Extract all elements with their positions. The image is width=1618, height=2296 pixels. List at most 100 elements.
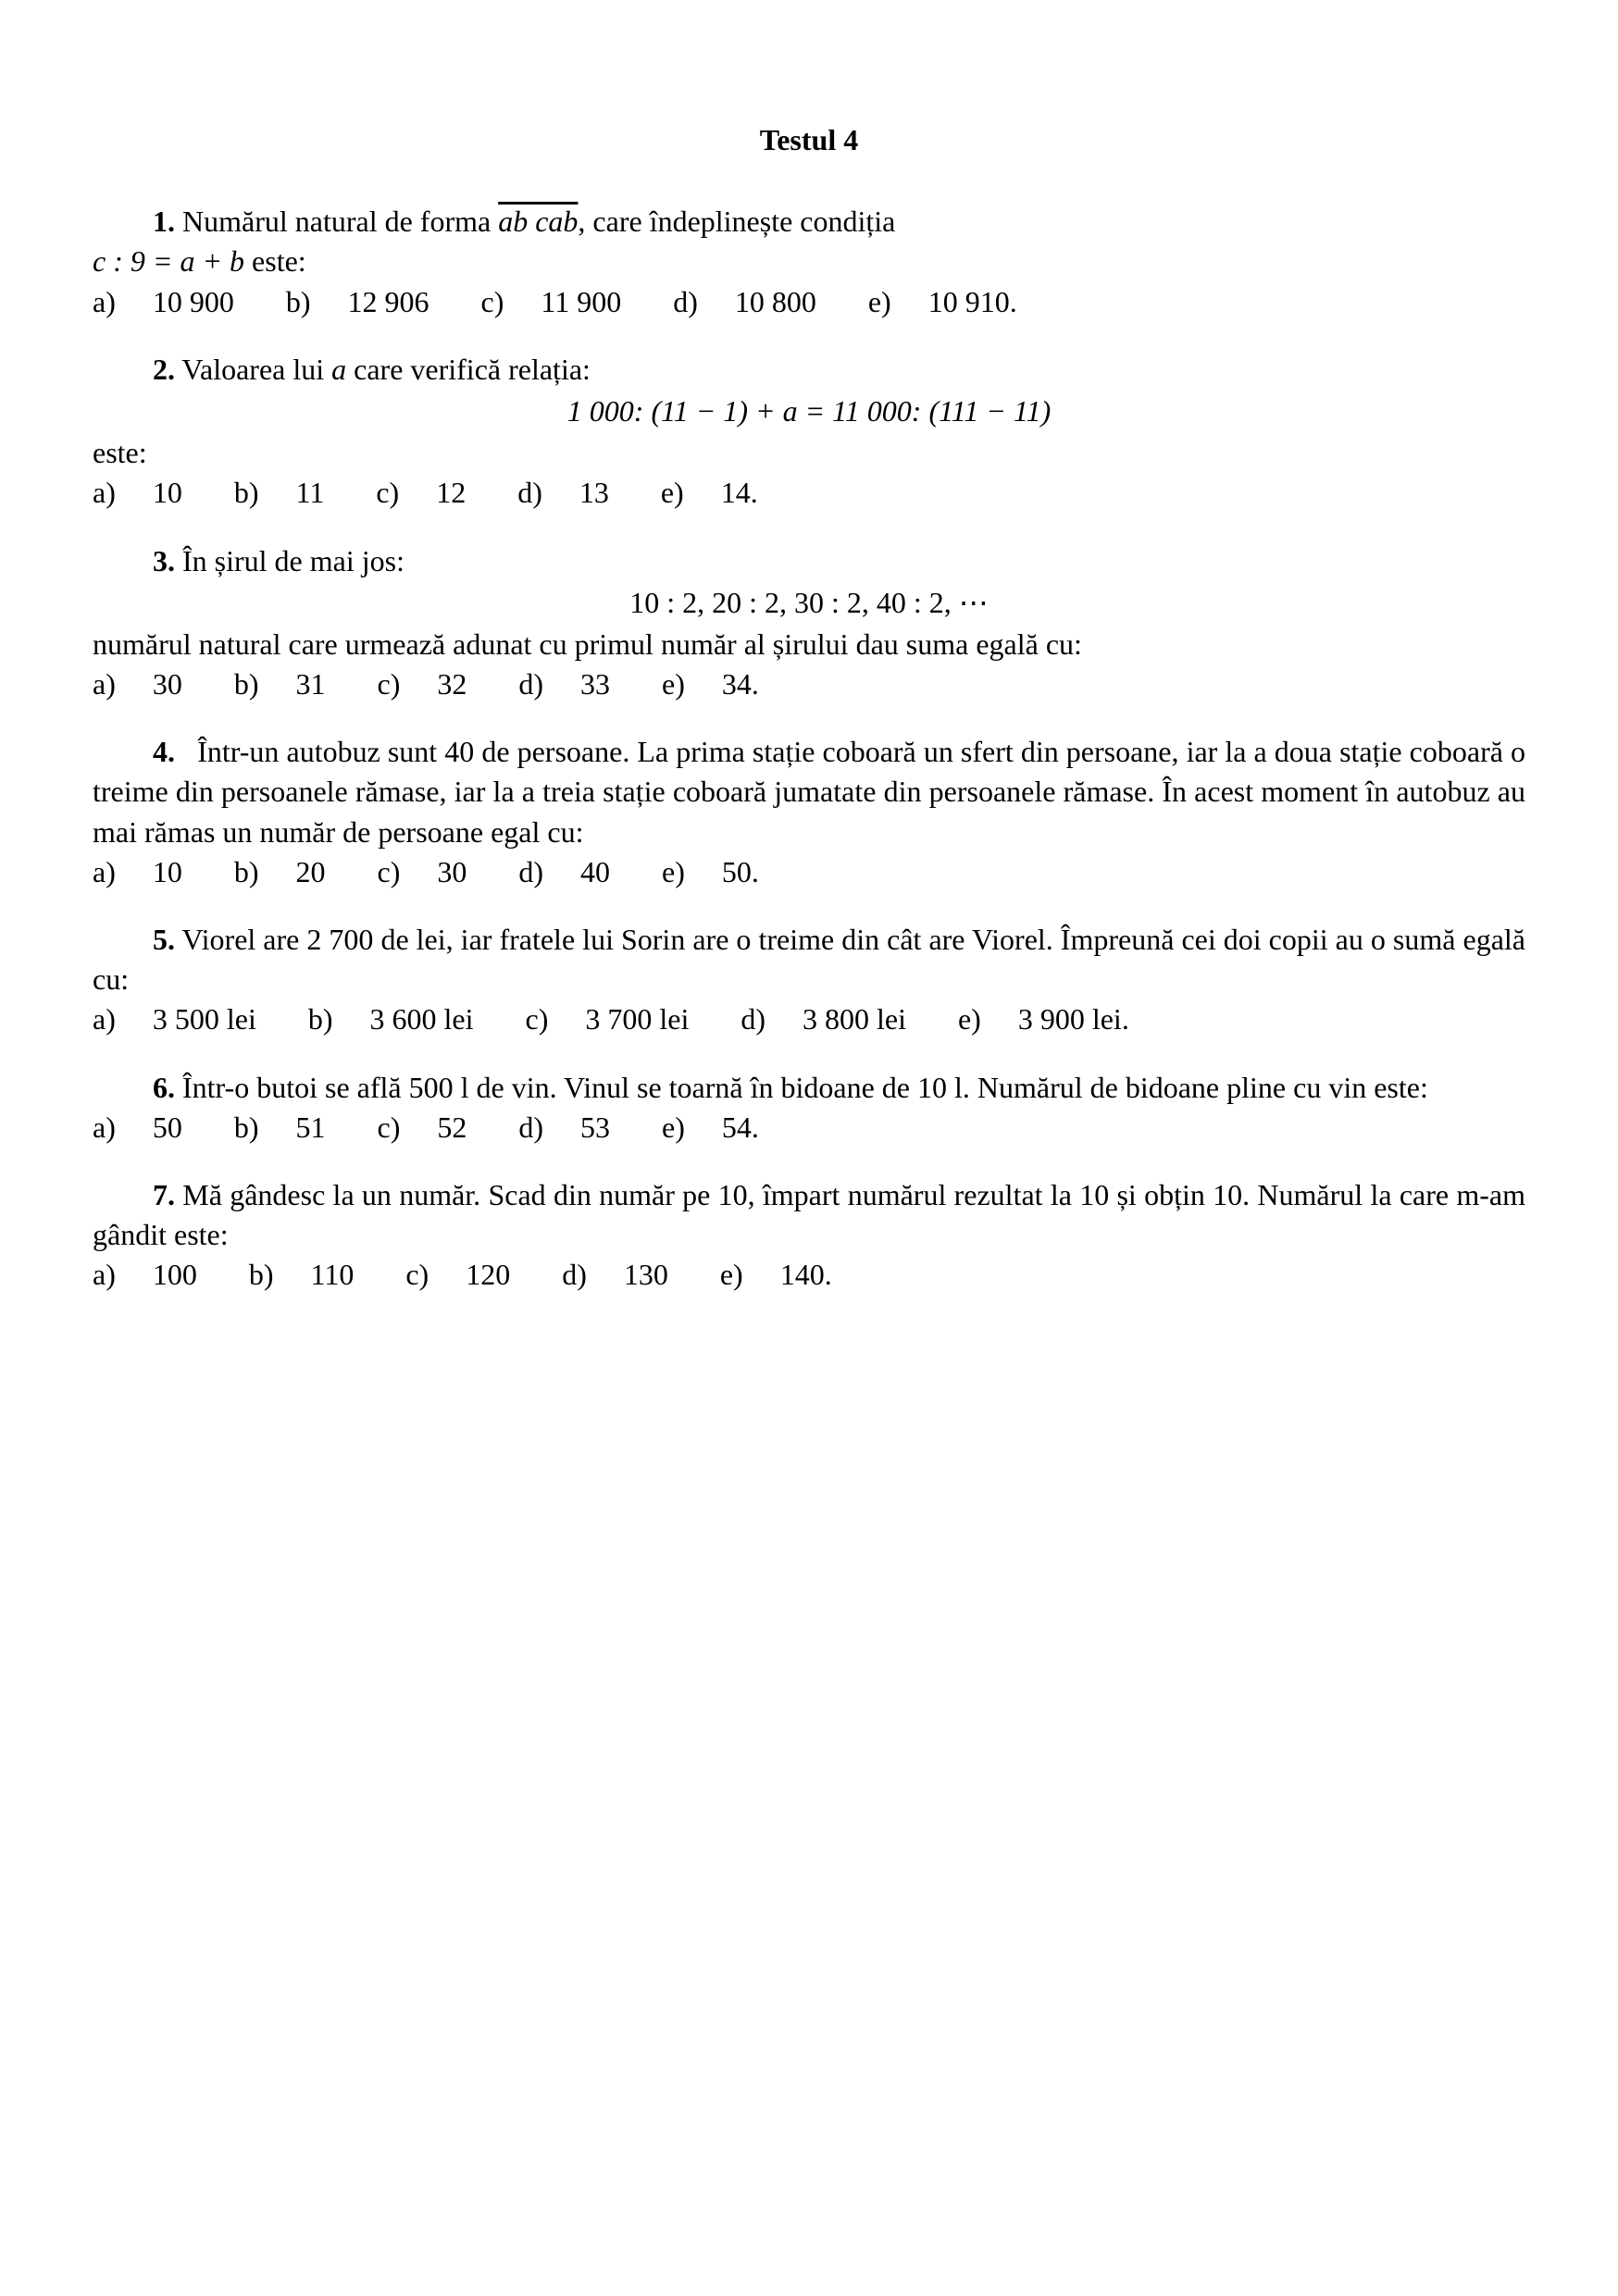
option-letter: d) — [518, 667, 543, 701]
equation: 10 : 2, 20 : 2, 30 : 2, 40 : 2, ⋯ — [93, 583, 1525, 623]
option-value: 120 — [466, 1258, 510, 1291]
option-letter: b) — [234, 476, 259, 509]
problem-4: 4. Într-un autobuz sunt 40 de persoane. … — [93, 732, 1525, 892]
option-letter: d) — [673, 285, 698, 318]
option-letter: e) — [662, 1111, 685, 1144]
option-letter: d) — [741, 1002, 765, 1036]
option-value: 12 — [436, 476, 466, 509]
problem-text: Într-un autobuz sunt 40 de persoane. La … — [93, 735, 1525, 848]
option-value: 20 — [296, 855, 326, 888]
option-letter: a) — [93, 1258, 116, 1291]
problem-number: 5. — [153, 923, 175, 956]
option-letter: b) — [286, 285, 311, 318]
option-letter: e) — [661, 476, 684, 509]
option-letter: d) — [517, 476, 542, 509]
problem-text: este: — [93, 433, 1525, 473]
problem-text: În șirul de mai jos: — [182, 544, 404, 577]
problem-5: 5. Viorel are 2 700 de lei, iar fratele … — [93, 920, 1525, 1040]
option-value: 3 700 lei — [585, 1002, 689, 1036]
problem-3: 3. În șirul de mai jos: 10 : 2, 20 : 2, … — [93, 541, 1525, 705]
option-letter: e) — [662, 855, 685, 888]
problem-text: Într-o butoi se află 500 l de vin. Vinul… — [182, 1071, 1428, 1104]
problem-7: 7. Mă gândesc la un număr. Scad din numă… — [93, 1175, 1525, 1296]
option-letter: b) — [234, 667, 259, 701]
option-letter: e) — [662, 667, 685, 701]
option-letter: a) — [93, 855, 116, 888]
options-row: a) 30 b) 31 c) 32 d) 33 e) 34. — [93, 664, 1525, 704]
option-value: 11 900 — [541, 285, 621, 318]
option-value: 3 800 lei — [803, 1002, 906, 1036]
option-letter: d) — [518, 855, 543, 888]
options-row: a) 10 b) 11 c) 12 d) 13 e) 14. — [93, 473, 1525, 513]
problem-6: 6. Într-o butoi se află 500 l de vin. Vi… — [93, 1068, 1525, 1148]
option-value: 140. — [780, 1258, 832, 1291]
page-title: Testul 4 — [93, 120, 1525, 160]
option-letter: e) — [868, 285, 891, 318]
math-expr: c : 9 = a + b — [93, 244, 244, 278]
option-value: 51 — [296, 1111, 326, 1144]
problem-number: 7. — [153, 1178, 175, 1211]
option-value: 30 — [437, 855, 467, 888]
problem-text: Mă gândesc la un număr. Scad din număr p… — [93, 1178, 1525, 1251]
option-value: 33 — [580, 667, 610, 701]
problem-number: 6. — [153, 1071, 175, 1104]
option-value: 10 900 — [153, 285, 234, 318]
option-letter: c) — [378, 855, 401, 888]
option-value: 53 — [580, 1111, 610, 1144]
problem-2: 2. Valoarea lui a care verifică relația:… — [93, 350, 1525, 514]
option-value: 3 600 lei — [370, 1002, 474, 1036]
problem-text: care verifică relația: — [346, 353, 591, 386]
option-value: 110 — [311, 1258, 355, 1291]
option-value: 10 — [153, 855, 182, 888]
problem-text: este: — [244, 244, 306, 278]
option-letter: a) — [93, 1002, 116, 1036]
problem-text: Valoarea lui — [181, 353, 331, 386]
option-value: 52 — [437, 1111, 467, 1144]
option-value: 50. — [722, 855, 759, 888]
problem-text: , care îndeplinește condiția — [578, 205, 895, 238]
problem-text: Numărul natural de forma — [182, 205, 498, 238]
option-letter: c) — [378, 667, 401, 701]
overline-math: ab cab — [498, 205, 578, 238]
option-value: 10 — [153, 476, 182, 509]
option-letter: b) — [249, 1258, 274, 1291]
option-letter: d) — [562, 1258, 587, 1291]
option-letter: a) — [93, 667, 116, 701]
option-value: 12 906 — [348, 285, 429, 318]
problem-number: 2. — [153, 353, 175, 386]
option-letter: c) — [525, 1002, 548, 1036]
option-value: 3 900 lei. — [1018, 1002, 1129, 1036]
option-letter: b) — [234, 1111, 259, 1144]
problem-number: 1. — [153, 205, 175, 238]
equation: 1 000: (11 − 1) + a = 11 000: (111 − 11) — [93, 391, 1525, 431]
problem-number: 3. — [153, 544, 175, 577]
option-letter: c) — [378, 1111, 401, 1144]
option-value: 14. — [721, 476, 758, 509]
option-letter: e) — [958, 1002, 981, 1036]
option-letter: c) — [481, 285, 504, 318]
options-row: a) 100 b) 110 c) 120 d) 130 e) 140. — [93, 1255, 1525, 1295]
problem-text: Viorel are 2 700 de lei, iar fratele lui… — [93, 923, 1525, 996]
option-value: 32 — [437, 667, 467, 701]
option-value: 130 — [624, 1258, 668, 1291]
option-letter: b) — [234, 855, 259, 888]
option-letter: a) — [93, 285, 116, 318]
option-value: 13 — [579, 476, 609, 509]
problem-1: 1. Numărul natural de forma ab cab, care… — [93, 202, 1525, 322]
option-value: 40 — [580, 855, 610, 888]
option-value: 11 — [296, 476, 325, 509]
option-value: 100 — [153, 1258, 197, 1291]
options-row: a) 50 b) 51 c) 52 d) 53 e) 54. — [93, 1108, 1525, 1148]
option-value: 34. — [722, 667, 759, 701]
problem-number: 4. — [153, 735, 175, 768]
options-row: a) 10 b) 20 c) 30 d) 40 e) 50. — [93, 852, 1525, 892]
option-value: 30 — [153, 667, 182, 701]
math-var: a — [331, 353, 346, 386]
option-letter: a) — [93, 1111, 116, 1144]
option-value: 54. — [722, 1111, 759, 1144]
option-value: 10 910. — [928, 285, 1017, 318]
options-row: a) 10 900 b) 12 906 c) 11 900 d) 10 800 … — [93, 282, 1525, 322]
option-value: 31 — [296, 667, 326, 701]
option-letter: b) — [308, 1002, 333, 1036]
option-letter: c) — [376, 476, 399, 509]
